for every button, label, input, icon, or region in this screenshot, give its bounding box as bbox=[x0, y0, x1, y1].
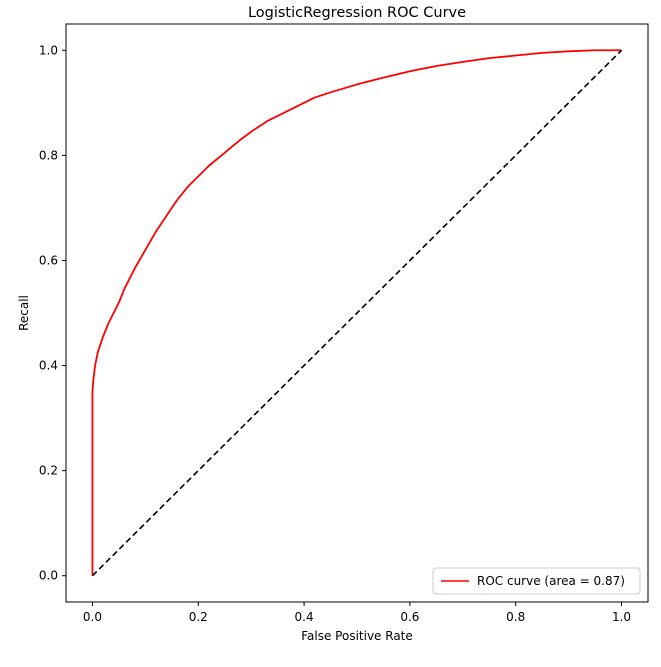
legend-box bbox=[432, 567, 641, 595]
legend: ROC curve (area = 0.87) bbox=[432, 567, 641, 595]
x-tick-label: 0.4 bbox=[295, 610, 314, 624]
legend-label-roc: ROC curve (area = 0.87) bbox=[477, 574, 625, 588]
plot-series bbox=[91, 49, 623, 577]
y-tick-label: 0.0 bbox=[39, 569, 58, 583]
x-tick-label: 0.8 bbox=[506, 610, 525, 624]
y-tick-label: 0.4 bbox=[39, 359, 58, 373]
y-tick-label: 1.0 bbox=[39, 43, 58, 57]
x-tick-label: 0.0 bbox=[83, 610, 102, 624]
x-axis-title: False Positive Rate bbox=[301, 629, 413, 643]
plot-frame bbox=[65, 23, 649, 603]
x-tick-label: 1.0 bbox=[612, 610, 631, 624]
x-tick-label: 0.2 bbox=[189, 610, 208, 624]
roc-curve-line bbox=[91, 49, 622, 576]
y-tick-label: 0.8 bbox=[39, 148, 58, 162]
chart-title: LogisticRegression ROC Curve bbox=[248, 5, 466, 21]
y-axis-title: Recall bbox=[17, 295, 31, 331]
chance-diagonal-line bbox=[91, 49, 623, 577]
y-tick-label: 0.2 bbox=[39, 464, 58, 478]
axis-ticks: 0.0 0.2 0.4 0.6 0.8 1.0 0.0 0.2 0.4 0.6 0.8 1.0 bbox=[39, 43, 631, 624]
y-tick-label: 0.6 bbox=[39, 253, 58, 267]
x-tick-label: 0.6 bbox=[400, 610, 419, 624]
